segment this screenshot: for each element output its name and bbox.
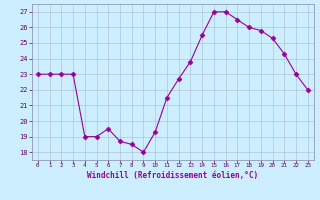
X-axis label: Windchill (Refroidissement éolien,°C): Windchill (Refroidissement éolien,°C) — [87, 171, 258, 180]
